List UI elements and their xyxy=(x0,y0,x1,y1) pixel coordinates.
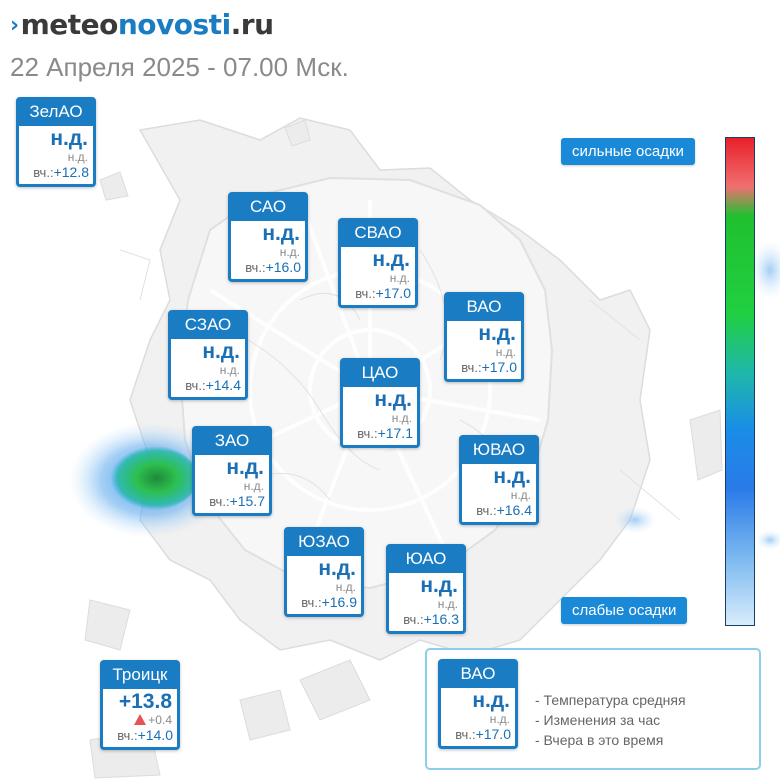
hourly-change: н.д. xyxy=(243,479,264,493)
hourly-change: +0.4 xyxy=(148,713,172,727)
district-card-zelao[interactable]: ЗелАО н.д. н.д. вч.:+12.8 xyxy=(16,97,96,187)
temperature-average: н.д. xyxy=(262,222,300,245)
legend-line-average: - Температура средняя xyxy=(535,692,686,708)
district-card-yuzao[interactable]: ЮЗАО н.д. н.д. вч.:+16.9 xyxy=(284,527,364,617)
precipitation-scale-bar xyxy=(725,137,755,626)
temperature-average: +13.8 xyxy=(118,690,172,713)
yesterday-temperature: +16.9 xyxy=(321,594,357,610)
site-logo[interactable]: ›meteonovosti.ru xyxy=(10,8,274,41)
chevron-right-icon: › xyxy=(10,13,19,38)
hourly-change: н.д. xyxy=(219,363,240,377)
legend-descriptions: - Температура средняя - Изменения за час… xyxy=(535,690,686,750)
yesterday-label: вч.: xyxy=(245,260,266,275)
district-card-szao[interactable]: СЗАО н.д. н.д. вч.:+14.4 xyxy=(168,310,248,400)
legend-sample-card: ВАО н.д. н.д. вч.:+17.0 xyxy=(438,659,518,749)
yesterday-label: вч.: xyxy=(33,165,54,180)
scale-label-light: слабые осадки xyxy=(561,597,688,624)
district-name: ЮЗАО xyxy=(287,530,361,556)
yesterday-label: вч.: xyxy=(185,378,206,393)
legend-sample-name: ВАО xyxy=(441,662,515,688)
yesterday-temperature: +16.0 xyxy=(265,259,301,275)
yesterday-temperature: +12.8 xyxy=(53,164,89,180)
yesterday-label: вч.: xyxy=(117,728,138,743)
temperature-average: н.д. xyxy=(478,322,516,345)
temperature-average: н.д. xyxy=(374,388,412,411)
legend-sample-value: н.д. xyxy=(472,689,510,712)
hourly-change: н.д. xyxy=(437,597,458,611)
yesterday-temperature: +14.0 xyxy=(137,727,173,743)
legend-line-change: - Изменения за час xyxy=(535,712,661,728)
triangle-up-icon xyxy=(134,714,147,725)
hourly-change: н.д. xyxy=(67,150,88,164)
district-name: ЮВАО xyxy=(462,438,536,464)
yesterday-label: вч.: xyxy=(357,426,378,441)
district-card-yuao[interactable]: ЮАО н.д. н.д. вч.:+16.3 xyxy=(386,544,466,634)
legend-line-yesterday: - Вчера в это время xyxy=(535,732,664,748)
district-card-yuvao[interactable]: ЮВАО н.д. н.д. вч.:+16.4 xyxy=(459,435,539,525)
legend-sample-change: н.д. xyxy=(489,712,510,726)
yesterday-label: вч.: xyxy=(476,503,497,518)
district-name: ЮАО xyxy=(389,547,463,573)
district-name: ЗелАО xyxy=(19,100,93,126)
report-datetime: 22 Апреля 2025 - 07.00 Мск. xyxy=(10,52,349,82)
legend-sample-yesterday: +17.0 xyxy=(475,726,511,742)
temperature-average: н.д. xyxy=(50,127,88,150)
district-card-sao[interactable]: САО н.д. н.д. вч.:+16.0 xyxy=(228,192,308,282)
logo-text-novosti: novosti xyxy=(117,8,231,41)
hourly-change: н.д. xyxy=(391,411,412,425)
district-name: САО xyxy=(231,195,305,221)
hourly-change: н.д. xyxy=(335,580,356,594)
yesterday-temperature: +17.1 xyxy=(377,425,413,441)
temperature-average: н.д. xyxy=(420,574,458,597)
yesterday-temperature: +17.0 xyxy=(375,285,411,301)
yesterday-label: вч.: xyxy=(403,612,424,627)
district-name: ЦАО xyxy=(343,361,417,387)
district-card-troitsk[interactable]: Троицк +13.8 +0.4 вч.:+14.0 xyxy=(100,660,180,750)
district-name: СВАО xyxy=(341,221,415,247)
temperature-average: н.д. xyxy=(372,248,410,271)
district-card-cao[interactable]: ЦАО н.д. н.д. вч.:+17.1 xyxy=(340,358,420,448)
district-card-zao[interactable]: ЗАО н.д. н.д. вч.:+15.7 xyxy=(192,426,272,516)
hourly-change: н.д. xyxy=(279,245,300,259)
hourly-change: н.д. xyxy=(495,345,516,359)
yesterday-temperature: +15.7 xyxy=(229,493,265,509)
logo-text-meteo: meteo xyxy=(20,8,119,41)
logo-text-domain: .ru xyxy=(230,8,274,41)
scale-label-heavy: сильные осадки xyxy=(561,138,695,165)
yesterday-label: вч.: xyxy=(301,595,322,610)
yesterday-temperature: +17.0 xyxy=(481,359,517,375)
district-name: ВАО xyxy=(447,295,521,321)
district-name: СЗАО xyxy=(171,313,245,339)
temperature-average: н.д. xyxy=(202,340,240,363)
yesterday-temperature: +16.4 xyxy=(496,502,532,518)
yesterday-temperature: +16.3 xyxy=(423,611,459,627)
yesterday-temperature: +14.4 xyxy=(205,377,241,393)
district-name: Троицк xyxy=(103,663,177,689)
temperature-average: н.д. xyxy=(493,465,531,488)
yesterday-label: вч.: xyxy=(355,286,376,301)
hourly-change: н.д. xyxy=(510,488,531,502)
yesterday-label: вч.: xyxy=(455,727,476,742)
yesterday-label: вч.: xyxy=(461,360,482,375)
hourly-change: н.д. xyxy=(389,271,410,285)
temperature-average: н.д. xyxy=(226,456,264,479)
district-card-svao[interactable]: СВАО н.д. н.д. вч.:+17.0 xyxy=(338,218,418,308)
temperature-average: н.д. xyxy=(318,557,356,580)
district-card-vao[interactable]: ВАО н.д. н.д. вч.:+17.0 xyxy=(444,292,524,382)
yesterday-label: вч.: xyxy=(209,494,230,509)
district-name: ЗАО xyxy=(195,429,269,455)
